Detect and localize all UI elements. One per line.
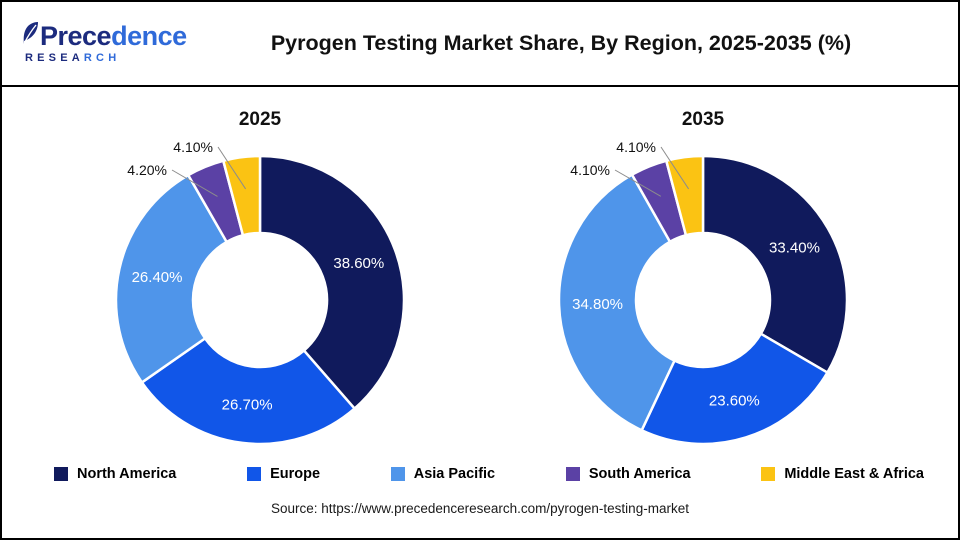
slice-label-inside: 26.70% bbox=[222, 397, 273, 414]
legend: North America Europe Asia Pacific South Ame… bbox=[54, 461, 924, 487]
slice-middle-east-africa-2035 bbox=[665, 154, 705, 237]
label-leader-line bbox=[217, 146, 247, 190]
logo-subtitle: RESEARCH bbox=[25, 52, 121, 64]
donut-chart-2025: 2025 38.60% 26.70% 26.40% 4.20% 4.10% bbox=[40, 95, 460, 455]
slice-europe-2025 bbox=[140, 337, 356, 446]
slice-label-outside: 4.10% bbox=[616, 139, 656, 155]
legend-label: Europe bbox=[270, 466, 321, 482]
legend-label: South America bbox=[588, 466, 691, 482]
source-text: Source: https://www.precedenceresearch.c… bbox=[271, 501, 689, 516]
page-title: Pyrogen Testing Market Share, By Region,… bbox=[270, 31, 852, 55]
label-leader-line bbox=[660, 146, 690, 190]
precedence-research-logo: Precedence RESEARCH bbox=[22, 21, 192, 64]
legend-swatch-icon bbox=[565, 467, 580, 481]
slice-asia-pacific-2035 bbox=[557, 173, 676, 432]
legend-swatch-icon bbox=[247, 467, 262, 481]
chart-title-2035: 2035 bbox=[682, 109, 725, 130]
slice-label-outside: 4.10% bbox=[173, 139, 213, 155]
slice-label-outside: 4.10% bbox=[570, 162, 610, 178]
legend-label: Middle East & Africa bbox=[784, 466, 924, 482]
charts-area: 2025 38.60% 26.70% 26.40% 4.20% 4.10% 2035 33.… bbox=[2, 87, 958, 455]
slice-label-inside: 38.60% bbox=[333, 255, 384, 272]
slice-label-inside: 23.60% bbox=[709, 393, 760, 410]
slice-label-inside: 26.40% bbox=[132, 269, 183, 286]
label-leader-line bbox=[614, 169, 662, 197]
slice-label-inside: 33.40% bbox=[769, 239, 820, 256]
slice-middle-east-africa-2025 bbox=[222, 154, 262, 237]
slice-north-america-2035 bbox=[701, 154, 849, 374]
legend-item-north-america: North America bbox=[54, 466, 176, 482]
logo-leaf-icon bbox=[22, 21, 39, 49]
slice-europe-2035 bbox=[640, 332, 829, 446]
slice-label-inside: 34.80% bbox=[572, 296, 623, 313]
legend-item-south-america: South America bbox=[565, 466, 691, 482]
legend-label: Asia Pacific bbox=[413, 466, 496, 482]
slice-north-america-2025 bbox=[258, 154, 406, 410]
slice-asia-pacific-2025 bbox=[114, 173, 228, 384]
label-leader-line bbox=[171, 169, 218, 197]
chart-title-2025: 2025 bbox=[239, 109, 282, 130]
logo-wordmark: Precedence bbox=[40, 21, 187, 51]
donut-chart-2035: 2035 33.40% 23.60% 34.80% 4.10% 4.10% bbox=[483, 95, 903, 455]
legend-swatch-icon bbox=[390, 467, 405, 481]
legend-label: North America bbox=[77, 466, 177, 482]
legend-item-asia-pacific: Asia Pacific bbox=[390, 466, 496, 482]
slice-label-outside: 4.20% bbox=[127, 162, 167, 178]
legend-swatch-icon bbox=[54, 467, 68, 481]
header: Precedence RESEARCH Pyrogen Testing Mark… bbox=[2, 2, 958, 87]
legend-item-europe: Europe bbox=[247, 466, 320, 482]
legend-item-middle-east-africa: Middle East & Africa bbox=[761, 466, 924, 482]
legend-swatch-icon bbox=[761, 467, 776, 481]
